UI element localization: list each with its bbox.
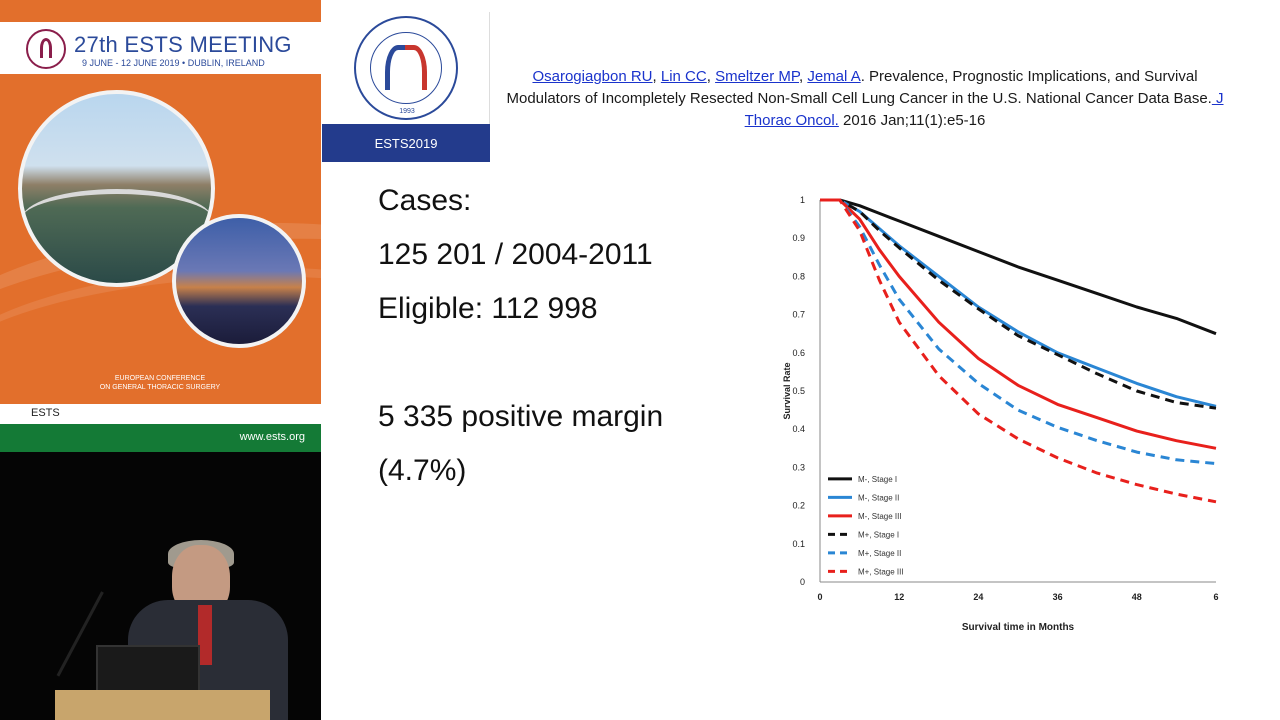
series-line: [820, 198, 1217, 336]
conference-poster: 27th ESTS MEETING 9 JUNE - 12 JUNE 2019 …: [0, 0, 321, 404]
journal-link[interactable]: J Thorac Oncol.: [744, 90, 1224, 129]
laptop: [96, 645, 200, 695]
y-tick-label: 0: [800, 577, 805, 587]
ests-strip: [0, 404, 321, 424]
ests-label: ESTS: [31, 407, 60, 419]
x-tick-label: 0: [817, 592, 822, 602]
y-tick-label: 0.3: [792, 462, 805, 472]
legend-label: M+, Stage III: [858, 567, 904, 576]
x-tick-label: 24: [973, 592, 983, 602]
slide-tag: ESTS2019: [322, 124, 490, 162]
y-tick-label: 0.8: [792, 271, 805, 281]
y-tick-label: 0.6: [792, 348, 805, 358]
citation-ref: 2016 Jan;11(1):e5-16: [838, 112, 986, 129]
y-tick-label: 0.2: [792, 501, 805, 511]
conference-panel: 27th ESTS MEETING 9 JUNE - 12 JUNE 2019 …: [0, 0, 321, 720]
meeting-dates: 9 JUNE - 12 JUNE 2019 • DUBLIN, IRELAND: [82, 58, 265, 68]
legend-label: M-, Stage I: [858, 475, 897, 484]
cases-heading: Cases:: [378, 184, 472, 217]
website-link[interactable]: www.ests.org: [239, 431, 305, 443]
dublin-night-photo: [172, 214, 306, 348]
podium: [55, 690, 270, 720]
citation-text: . Prevalence, Prognostic Implications, a…: [506, 68, 1212, 107]
series-line: [820, 198, 1217, 450]
author-link[interactable]: Lin CC: [660, 68, 707, 85]
citation: Osarogiagbon RU, Lin CC, Smeltzer MP, Je…: [506, 68, 1224, 129]
seal-arch-blue: [385, 45, 407, 90]
legend-label: M+, Stage I: [858, 530, 899, 539]
y-tick-label: 0.4: [792, 424, 805, 434]
legend-label: M-, Stage II: [858, 493, 899, 502]
y-tick-label: 1: [800, 195, 805, 205]
cases-block: Cases: 125 201 / 2004-2011 Eligible: 112…: [378, 174, 663, 498]
y-tick-label: 0.1: [792, 539, 805, 549]
seal-year: 1993: [399, 108, 415, 115]
x-tick-label: 6: [1213, 592, 1218, 602]
author-link[interactable]: Osarogiagbon RU: [532, 68, 653, 85]
cases-positive-margin: 5 335 positive margin: [378, 400, 664, 433]
author-link[interactable]: Smeltzer MP: [715, 68, 799, 85]
x-tick-label: 12: [894, 592, 904, 602]
legend-label: M+, Stage II: [858, 549, 901, 558]
cases-eligible: Eligible: 112 998: [378, 292, 598, 325]
ests-logo-icon: [26, 29, 66, 69]
legend-label: M-, Stage III: [858, 512, 902, 521]
seal-arch-red: [405, 45, 427, 90]
survival-chart: 0 0.1 0.2 0.3 0.4 0.5 0.6 0.7 0.8 0.9 1 0 12 24 36 48 6 S…: [782, 195, 1219, 633]
series-line: [820, 198, 1217, 408]
website-strip: [0, 424, 321, 452]
society-seal-icon: [354, 16, 458, 120]
speaker-tie: [198, 605, 212, 665]
series-line: [820, 198, 1217, 504]
cases-percent: (4.7%): [378, 454, 467, 487]
x-tick-label: 48: [1132, 592, 1142, 602]
y-tick-label: 0.9: [792, 233, 805, 243]
series-line: [820, 198, 1217, 466]
x-axis-label: Survival time in Months: [962, 622, 1075, 633]
y-tick-label: 0.7: [792, 310, 805, 320]
author-link[interactable]: Jemal A: [807, 68, 861, 85]
conference-name: EUROPEAN CONFERENCE ON GENERAL THORACIC …: [60, 374, 260, 392]
conference-name-line1: EUROPEAN CONFERENCE: [114, 375, 206, 382]
seal-inner-ring: [370, 32, 442, 104]
y-axis-label: Survival Rate: [782, 362, 792, 419]
x-tick-label: 36: [1053, 592, 1063, 602]
meeting-title: 27th ESTS MEETING: [74, 32, 292, 57]
series-line: [820, 198, 1217, 410]
y-tick-label: 0.5: [792, 386, 805, 396]
cases-total: 125 201 / 2004-2011: [378, 238, 653, 271]
conference-name-line2: ON GENERAL THORACIC SURGERY: [99, 384, 221, 391]
